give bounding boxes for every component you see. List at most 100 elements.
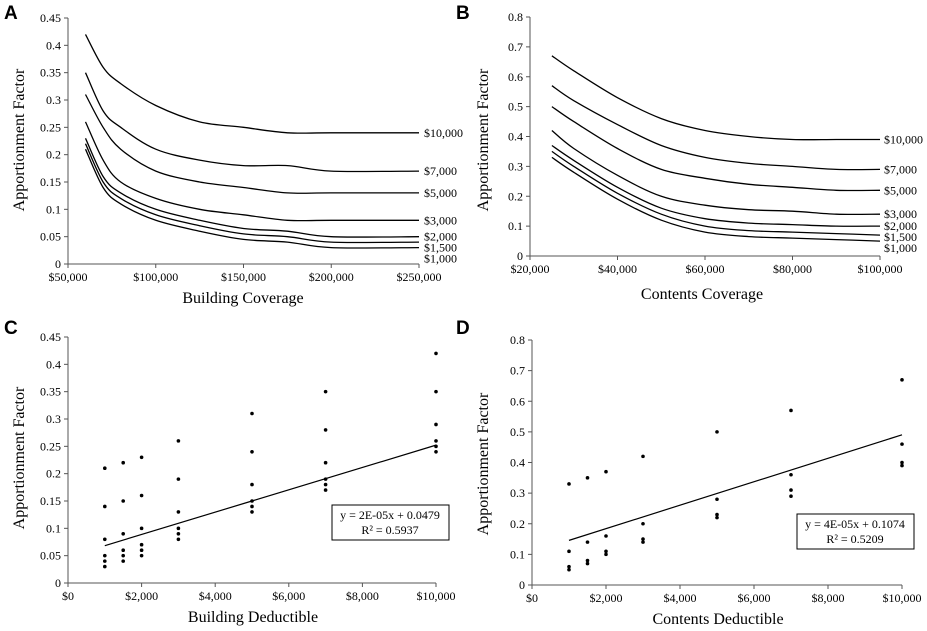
scatter-point: [139, 542, 144, 547]
scatter-point: [604, 552, 608, 557]
scatter-point: [715, 512, 719, 517]
x-tick-label: $60,000: [686, 262, 725, 276]
series-line: [84, 143, 420, 244]
series-end-label: $1,500: [884, 230, 917, 244]
trendline-equation-d: y = 4E-05x + 0.1074: [805, 517, 905, 531]
scatter-point: [434, 439, 438, 443]
scatter-point: [567, 482, 571, 486]
scatter-point: [585, 540, 590, 544]
scatter-point: [604, 469, 608, 474]
scatter-point: [121, 499, 125, 503]
x-tick-label: $0: [62, 589, 74, 603]
scatter-point: [121, 532, 125, 536]
scatter-point: [585, 558, 590, 563]
equation-box-frame-c: [331, 504, 450, 541]
y-tick-label: 0.5: [508, 100, 523, 114]
scatter-point: [789, 408, 793, 413]
y-tick-label: 0.45: [40, 330, 61, 344]
y-tick-label: 0.4: [510, 456, 525, 470]
x-tick-label: $100,000: [133, 270, 178, 284]
scatter-point: [250, 510, 254, 514]
scatter-point: [176, 477, 181, 481]
y-tick-label: 0.4: [508, 130, 523, 144]
x-tick-label: $0: [526, 591, 538, 605]
series-end-label: $10,000: [424, 126, 463, 140]
y-tick-label: 0.5: [510, 425, 525, 439]
scatter-point: [789, 472, 793, 477]
series-line: [84, 121, 419, 222]
scatter-point: [641, 540, 645, 544]
x-tick-label: $2,000: [590, 591, 623, 605]
x-tick-label: $4,000: [199, 589, 232, 603]
y-tick-label: 0.15: [40, 494, 61, 508]
y-tick-label: 0.25: [40, 120, 61, 134]
series-line: [551, 144, 881, 227]
y-tick-label: 0: [55, 576, 61, 590]
x-tick-label: $20,000: [511, 262, 550, 276]
scatter-point: [103, 537, 107, 542]
series-end-label: $1,000: [424, 252, 457, 266]
scatter-point: [323, 389, 328, 394]
series-end-label: $7,000: [884, 162, 917, 176]
y-tick-label: 0.8: [510, 333, 525, 347]
scatter-point: [103, 504, 107, 509]
scatter-point: [900, 460, 904, 465]
x-tick-label: $8,000: [812, 591, 845, 605]
r-squared-d: R² = 0.5209: [826, 532, 883, 546]
scatter-point: [103, 466, 107, 471]
series-end-label: $3,000: [424, 213, 457, 227]
y-tick-label: 0: [55, 257, 61, 271]
series-end-label: $5,000: [424, 186, 457, 200]
series-end-label: $1,000: [884, 241, 917, 255]
x-tick-label: $40,000: [598, 262, 637, 276]
scatter-point: [789, 488, 793, 492]
scatter-point: [139, 455, 144, 460]
scatter-point: [250, 482, 254, 487]
y-tick-label: 0.7: [508, 40, 523, 54]
scatter-point: [641, 521, 645, 526]
y-axis-title-c: Apportionment Factor: [11, 386, 28, 529]
equation-box-d: y = 4E-05x + 0.1074 R² = 0.5209: [796, 513, 915, 550]
panel-letter-b: B: [456, 3, 470, 24]
scatter-point: [715, 430, 719, 434]
scatter-point: [641, 454, 645, 459]
y-tick-label: 0.15: [40, 175, 61, 189]
y-tick-label: 0.2: [46, 148, 61, 162]
y-tick-label: 0.6: [508, 70, 523, 84]
y-tick-label: 0.1: [46, 202, 61, 216]
series-end-label: $3,000: [884, 207, 917, 221]
scatter-point: [567, 567, 571, 572]
scatter-point: [250, 411, 254, 416]
scatter-point: [434, 422, 438, 427]
series-line: [551, 55, 880, 141]
y-tick-label: 0: [517, 249, 523, 263]
scatter-point: [139, 493, 144, 498]
y-tick-label: 0.25: [40, 439, 61, 453]
scatter-point: [585, 561, 590, 566]
trendline: [568, 434, 903, 541]
y-tick-label: 0.4: [46, 357, 61, 371]
series-end-label: $2,000: [424, 230, 457, 244]
series-line: [551, 150, 881, 236]
trendline-equation-c: y = 2E-05x + 0.0479: [340, 508, 440, 522]
equation-box-frame-d: [796, 513, 915, 550]
chart-panel-b: 0 0.1 0.2 0.3 0.4 0.5 0.6 0.7 0.8 $20,000 $40,000 $…: [508, 10, 923, 276]
x-tick-label: $50,000: [49, 270, 88, 284]
scatter-point: [176, 526, 181, 531]
scatter-point: [139, 526, 144, 531]
series-line: [84, 72, 420, 173]
equation-box-c: y = 2E-05x + 0.0479 R² = 0.5937: [331, 504, 450, 541]
scatter-point: [103, 559, 107, 563]
y-tick-label: 0.35: [40, 66, 61, 80]
x-tick-label: $80,000: [773, 262, 812, 276]
scatter-point: [434, 389, 438, 394]
scatter-point: [139, 553, 144, 558]
y-axis-title-d: Apportionment Factor: [475, 392, 492, 535]
series-line: [551, 106, 881, 192]
y-tick-label: 0.1: [510, 547, 525, 561]
scatter-point: [715, 497, 719, 502]
panel-letter-c: C: [4, 318, 18, 339]
x-tick-label: $250,000: [397, 270, 442, 284]
